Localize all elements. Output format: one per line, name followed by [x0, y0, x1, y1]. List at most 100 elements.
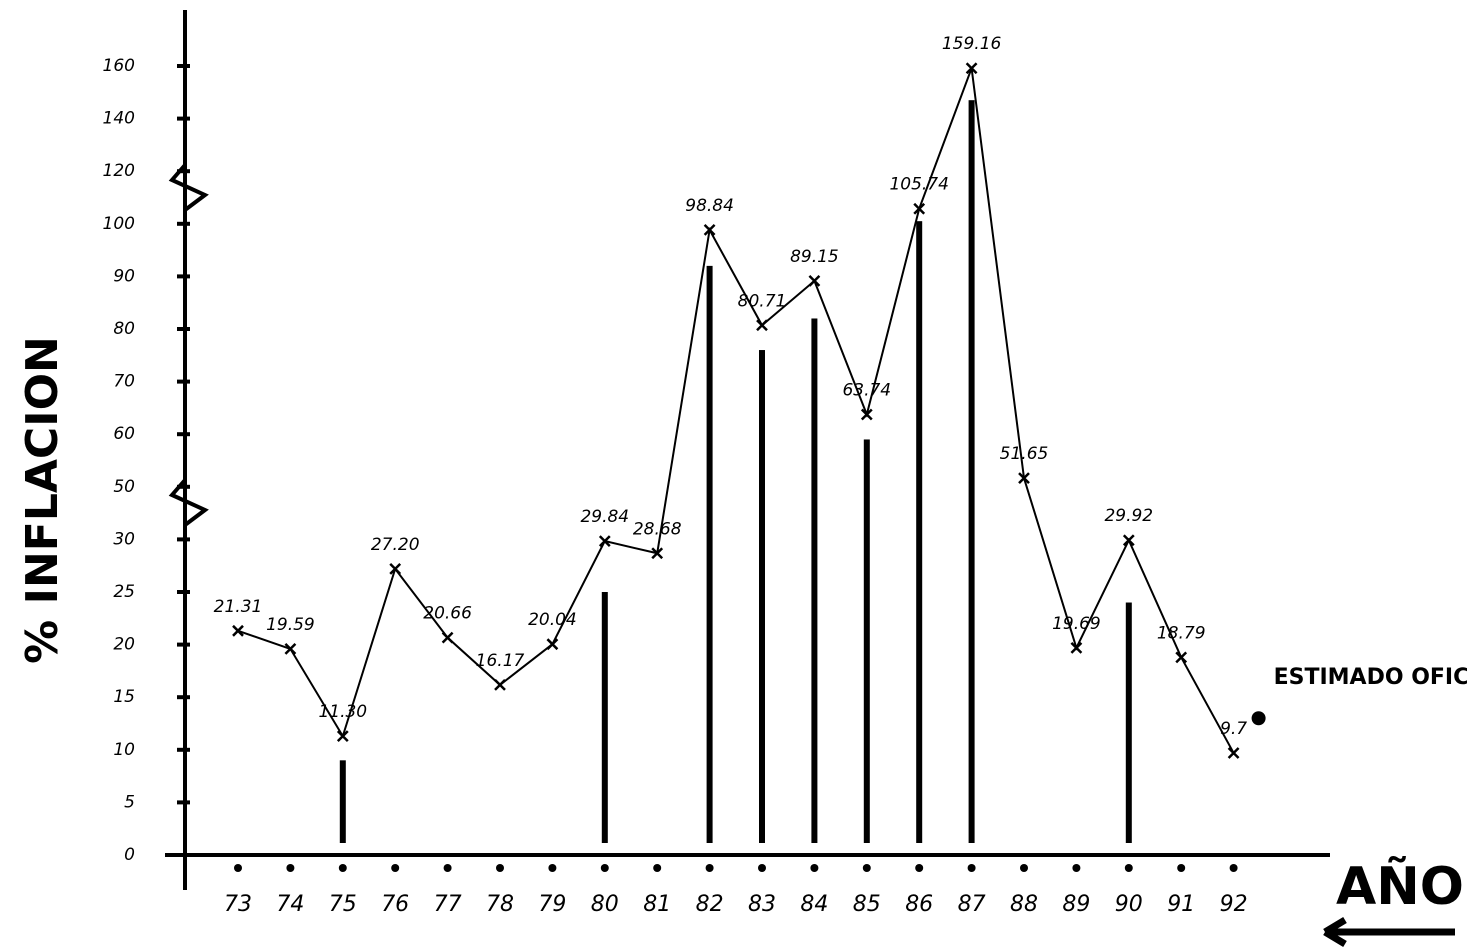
point	[1124, 535, 1134, 545]
point	[1229, 748, 1239, 758]
data-label: 63.74	[842, 381, 891, 401]
x-tick-label: 75	[329, 892, 357, 917]
point	[1176, 652, 1186, 662]
x-tick	[286, 864, 294, 872]
data-label: 21.31	[214, 597, 263, 617]
x-axis-label: AÑO	[1336, 856, 1464, 917]
point	[1071, 643, 1081, 653]
data-label: 89.15	[790, 247, 839, 267]
y-tick-label: 80	[113, 319, 135, 339]
x-tick-label: 83	[748, 892, 776, 917]
data-label: 28.68	[633, 519, 682, 539]
x-tick	[548, 864, 556, 872]
data-label: 98.84	[685, 196, 734, 216]
data-label: 105.74	[889, 175, 948, 195]
x-tick	[915, 864, 923, 872]
data-label: 29.92	[1104, 506, 1153, 526]
x-tick	[1230, 864, 1238, 872]
y-tick-label: 140	[103, 109, 135, 129]
x-tick	[601, 864, 609, 872]
y-tick-label: 5	[124, 792, 135, 812]
data-label: 80.71	[738, 291, 787, 311]
bar	[759, 350, 765, 843]
line	[238, 68, 1234, 753]
data-label: 19.59	[266, 615, 315, 635]
y-tick-label: 50	[113, 477, 135, 497]
data-label: 9.7	[1220, 719, 1247, 739]
y-tick-label: 0	[124, 845, 135, 865]
x-tick	[391, 864, 399, 872]
y-tick-label: 15	[113, 687, 135, 707]
bar	[602, 592, 608, 843]
data-label: 18.79	[1157, 623, 1206, 643]
x-tick-label: 76	[381, 892, 409, 917]
bar	[864, 439, 870, 843]
point	[285, 644, 295, 654]
bar	[916, 221, 922, 843]
x-tick	[339, 864, 347, 872]
x-tick-label: 73	[224, 892, 252, 917]
x-tick	[1177, 864, 1185, 872]
bar	[707, 266, 713, 843]
y-tick-label: 120	[103, 161, 135, 181]
bar	[811, 318, 817, 843]
page: % INFLACION AÑO 051015202530506070809010…	[0, 0, 1467, 948]
bar	[340, 760, 346, 843]
data-label: 16.17	[476, 651, 525, 671]
y-tick-label: 30	[113, 529, 135, 549]
x-tick	[496, 864, 504, 872]
annotation: ESTIMADO OFICIAL	[1274, 665, 1467, 690]
y-tick-label: 100	[103, 214, 135, 234]
x-tick-label: 85	[853, 892, 881, 917]
x-tick	[444, 864, 452, 872]
x-tick-label: 91	[1167, 892, 1195, 917]
x-tick-label: 90	[1115, 892, 1143, 917]
point	[390, 564, 400, 574]
y-axis-label: % INFLACION	[17, 336, 68, 664]
x-tick-label: 79	[538, 892, 566, 917]
y-tick-label: 10	[113, 740, 135, 760]
x-tick	[706, 864, 714, 872]
x-tick-label: 81	[643, 892, 671, 917]
x-tick	[234, 864, 242, 872]
point	[495, 680, 505, 690]
x-tick-label: 89	[1062, 892, 1090, 917]
x-tick-label: 80	[591, 892, 619, 917]
data-label: 20.66	[423, 604, 472, 624]
x-tick-label: 74	[276, 892, 304, 917]
point	[547, 639, 557, 649]
bar	[1126, 603, 1132, 843]
x-tick-label: 78	[486, 892, 514, 917]
point	[338, 731, 348, 741]
chart: % INFLACION AÑO 051015202530506070809010…	[0, 0, 1467, 948]
x-tick-label: 86	[905, 892, 933, 917]
x-tick	[653, 864, 661, 872]
x-tick	[758, 864, 766, 872]
y-tick-label: 20	[113, 635, 135, 655]
bar	[969, 100, 975, 843]
data-label: 27.20	[371, 535, 420, 555]
y-tick-label: 60	[113, 424, 135, 444]
point	[809, 276, 819, 286]
x-tick-label: 84	[800, 892, 828, 917]
point	[757, 320, 767, 330]
data-label: 29.84	[580, 507, 629, 527]
x-tick	[968, 864, 976, 872]
data-label: 19.69	[1052, 614, 1101, 634]
x-tick-label: 88	[1010, 892, 1038, 917]
y-tick-label: 70	[113, 372, 135, 392]
x-tick-label: 77	[434, 892, 462, 917]
y-tick-label: 90	[113, 266, 135, 286]
data-label: 51.65	[1000, 444, 1049, 464]
x-tick	[1020, 864, 1028, 872]
x-tick	[1125, 864, 1133, 872]
data-label: 159.16	[942, 34, 1002, 54]
x-tick-label: 87	[958, 892, 986, 917]
data-label: 20.04	[528, 610, 577, 630]
x-tick	[1072, 864, 1080, 872]
estimate-point	[1252, 711, 1266, 725]
arrow	[1325, 920, 1455, 944]
data-label: 11.30	[318, 702, 367, 722]
point	[233, 626, 243, 636]
point	[443, 633, 453, 643]
